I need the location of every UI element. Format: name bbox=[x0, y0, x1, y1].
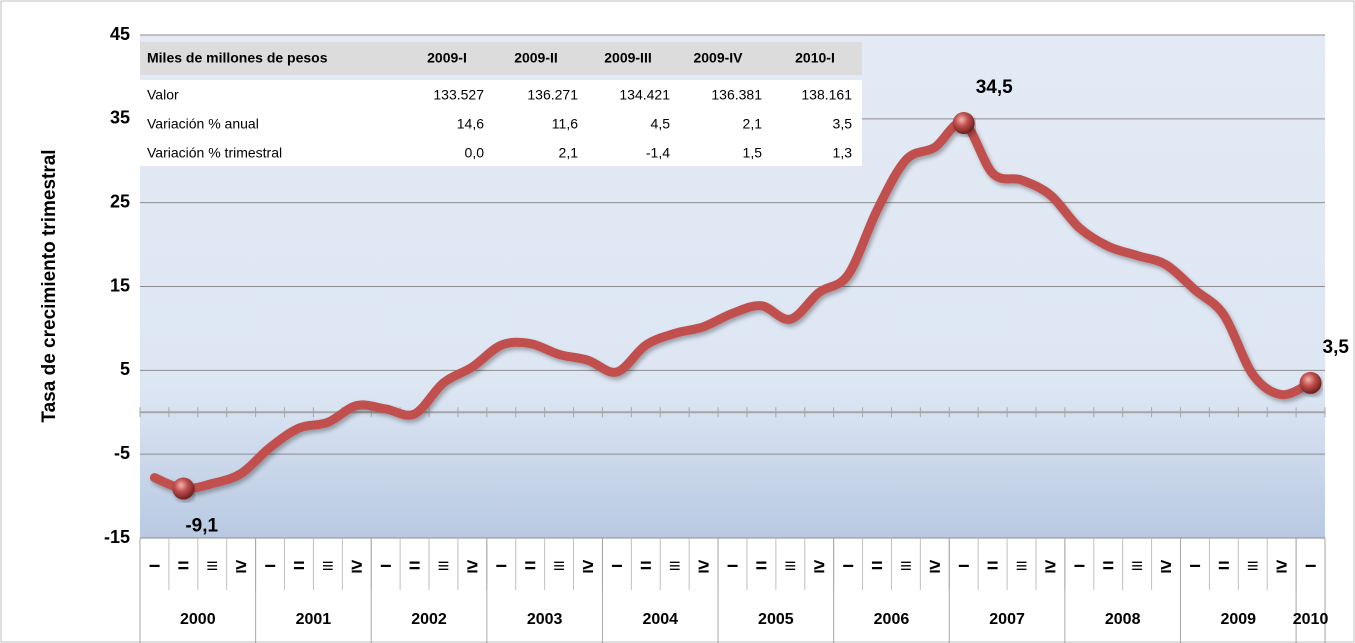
x-group-label: 2002 bbox=[411, 611, 447, 628]
table-cell: 3,5 bbox=[833, 116, 853, 132]
x-tick-label: = bbox=[871, 555, 883, 577]
x-group-label: 2008 bbox=[1105, 611, 1141, 628]
x-tick-label: ≥ bbox=[929, 555, 940, 577]
data-point bbox=[952, 112, 975, 135]
table-header: Miles de millones de pesos bbox=[147, 50, 328, 66]
table-cell: 1,3 bbox=[833, 145, 853, 161]
x-tick-label: − bbox=[1189, 555, 1201, 577]
x-tick-label: − bbox=[1305, 555, 1317, 577]
y-tick-label: -15 bbox=[104, 527, 130, 547]
x-tick-label: ≡ bbox=[1131, 555, 1143, 577]
x-tick-label: − bbox=[842, 555, 854, 577]
table-cell: 136.271 bbox=[527, 87, 578, 103]
table-cell: Variación % trimestral bbox=[147, 145, 282, 161]
x-tick-label: ≡ bbox=[669, 555, 681, 577]
x-tick-label: = bbox=[178, 555, 190, 577]
x-tick-label: ≡ bbox=[206, 555, 218, 577]
table-cell: Valor bbox=[147, 87, 179, 103]
y-tick-label: 25 bbox=[110, 191, 130, 211]
y-tick-label: -5 bbox=[114, 443, 130, 463]
x-tick-label: = bbox=[1218, 555, 1230, 577]
table-cell: 133.527 bbox=[433, 87, 484, 103]
table-cell: 0,0 bbox=[465, 145, 485, 161]
x-tick-label: ≥ bbox=[698, 555, 709, 577]
x-tick-label: = bbox=[756, 555, 768, 577]
table-header: 2009-III bbox=[604, 50, 651, 66]
table-header: 2009-IV bbox=[693, 50, 743, 66]
data-label: -9,1 bbox=[185, 516, 218, 537]
x-tick-label: − bbox=[149, 555, 161, 577]
y-tick-label: 45 bbox=[110, 24, 130, 44]
x-group-label: 2007 bbox=[989, 611, 1025, 628]
table-header: 2009-II bbox=[514, 50, 558, 66]
x-tick-label: ≡ bbox=[322, 555, 334, 577]
x-group-label: 2005 bbox=[758, 611, 794, 628]
table-cell: 11,6 bbox=[552, 116, 578, 132]
x-tick-label: ≥ bbox=[351, 555, 362, 577]
x-tick-label: ≥ bbox=[814, 555, 825, 577]
x-tick-label: = bbox=[409, 555, 421, 577]
table-cell: 136.381 bbox=[711, 87, 762, 103]
x-group-label: 2000 bbox=[180, 611, 216, 628]
x-tick-label: ≥ bbox=[1045, 555, 1056, 577]
table-cell: 138.161 bbox=[801, 87, 852, 103]
table-cell: 2,1 bbox=[743, 116, 763, 132]
table-cell: 14,6 bbox=[457, 116, 484, 132]
x-tick-label: ≡ bbox=[438, 555, 450, 577]
x-tick-label: ≥ bbox=[1161, 555, 1172, 577]
table-header: 2009-I bbox=[427, 50, 467, 66]
table-cell: Variación % anual bbox=[147, 116, 259, 132]
x-group-label: 2009 bbox=[1220, 611, 1256, 628]
x-tick-label: ≥ bbox=[467, 555, 478, 577]
x-tick-label: ≥ bbox=[1276, 555, 1287, 577]
x-tick-label: ≥ bbox=[236, 555, 247, 577]
x-tick-label: ≡ bbox=[900, 555, 912, 577]
table-body-bg bbox=[140, 80, 862, 166]
x-tick-label: = bbox=[524, 555, 536, 577]
x-tick-label: ≡ bbox=[1016, 555, 1028, 577]
x-tick-label: − bbox=[495, 555, 507, 577]
table-cell: 1,5 bbox=[743, 145, 763, 161]
x-tick-label: − bbox=[380, 555, 392, 577]
x-group-label: 2004 bbox=[642, 611, 678, 628]
series-line bbox=[149, 118, 1316, 494]
table-header-bg bbox=[140, 42, 862, 75]
y-tick-label: 35 bbox=[110, 108, 130, 128]
x-tick-label: = bbox=[640, 555, 652, 577]
y-axis-label: Tasa de crecimiento trimestral bbox=[39, 149, 60, 422]
data-point bbox=[172, 477, 195, 500]
x-tick-label: ≥ bbox=[582, 555, 593, 577]
table-cell: 134.421 bbox=[619, 87, 670, 103]
x-tick-label: − bbox=[1073, 555, 1085, 577]
x-tick-label: ≡ bbox=[553, 555, 565, 577]
x-tick-label: = bbox=[1102, 555, 1114, 577]
y-tick-label: 15 bbox=[110, 275, 130, 295]
x-group-label: 2010 bbox=[1293, 611, 1329, 628]
x-tick-label: − bbox=[264, 555, 276, 577]
table-cell: 2,1 bbox=[559, 145, 579, 161]
table-cell: -1,4 bbox=[646, 145, 670, 161]
y-tick-label: 5 bbox=[120, 359, 130, 379]
x-tick-label: − bbox=[611, 555, 623, 577]
x-group-label: 2006 bbox=[874, 611, 910, 628]
data-point bbox=[1299, 371, 1322, 394]
x-tick-label: ≡ bbox=[1247, 555, 1259, 577]
x-group-label: 2001 bbox=[296, 611, 332, 628]
data-label: 34,5 bbox=[976, 77, 1013, 98]
x-tick-label: − bbox=[727, 555, 739, 577]
x-tick-label: = bbox=[987, 555, 999, 577]
x-group-label: 2003 bbox=[527, 611, 563, 628]
x-tick-label: − bbox=[958, 555, 970, 577]
table-cell: 4,5 bbox=[651, 116, 671, 132]
table-header: 2010-I bbox=[795, 50, 835, 66]
x-tick-label: = bbox=[293, 555, 305, 577]
x-tick-label: ≡ bbox=[784, 555, 796, 577]
data-label: 3,5 bbox=[1323, 337, 1350, 358]
